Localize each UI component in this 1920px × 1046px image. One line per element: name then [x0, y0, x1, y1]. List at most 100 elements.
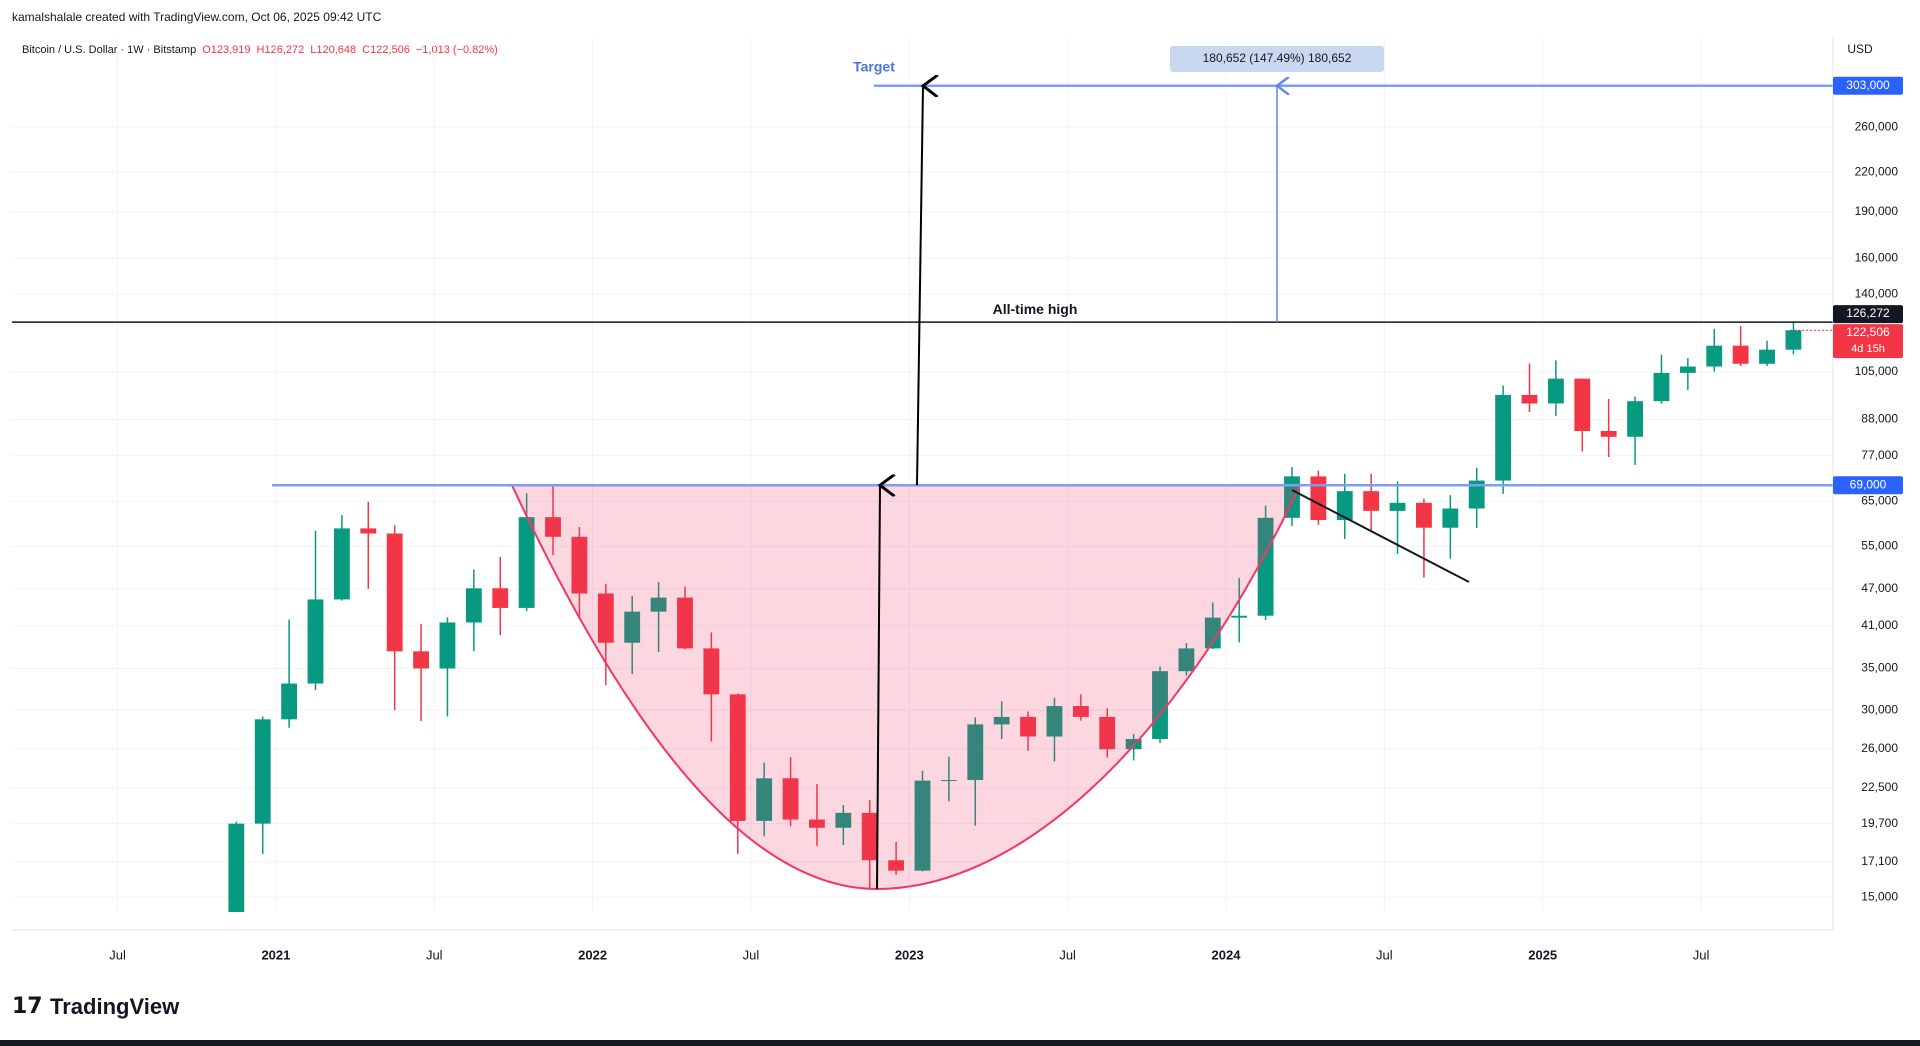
candle-body	[1495, 394, 1512, 481]
candle-body	[940, 780, 957, 782]
candle-body	[1521, 394, 1538, 404]
bottom-bar	[0, 1040, 1920, 1046]
ohlc-value: C122,506	[362, 44, 410, 56]
candle-body	[1072, 706, 1089, 717]
ath-tag	[1833, 305, 1903, 324]
candle-body	[1547, 378, 1564, 404]
y-tick-label: 77,000	[1861, 448, 1898, 462]
candle-body	[518, 517, 535, 608]
y-tick-label: 260,000	[1855, 119, 1899, 133]
last-price-tag	[1833, 324, 1903, 359]
candle-body	[333, 528, 350, 600]
candle-body	[386, 533, 403, 652]
y-tick-label: 22,500	[1861, 780, 1898, 794]
candle-body	[360, 528, 377, 534]
y-tick-label: 17,100	[1861, 854, 1898, 868]
candle-body	[1574, 378, 1591, 431]
target-label: Target	[853, 58, 895, 74]
arrow	[876, 485, 880, 890]
y-tick-label: 15,000	[1861, 889, 1898, 903]
candle-body	[624, 611, 641, 643]
candle-body	[861, 812, 878, 861]
candle-body	[1416, 502, 1432, 528]
candle-body	[228, 823, 245, 912]
breakout-tag	[1833, 476, 1903, 495]
candle-body	[1627, 401, 1643, 437]
candle-body	[1785, 330, 1802, 350]
target-tag	[1833, 76, 1903, 95]
candle-body	[835, 812, 852, 828]
candle-body	[1099, 716, 1116, 750]
brand-logo-mark: 𝟭𝟳	[12, 993, 43, 1018]
attribution: kamalshalale created with TradingView.co…	[12, 10, 382, 24]
y-tick-label: 88,000	[1861, 412, 1898, 426]
x-tick-label: 2025	[1528, 947, 1557, 962]
ath-tag-label: 126,272	[1846, 306, 1890, 320]
y-tick-label: 30,000	[1861, 702, 1898, 716]
x-tick-label: Jul	[743, 947, 760, 962]
brand: TradingView	[50, 994, 180, 1019]
candle-body	[1125, 739, 1142, 750]
candle-body	[1442, 508, 1459, 528]
y-tick-label: 65,000	[1861, 494, 1898, 508]
candle-body	[703, 648, 720, 695]
candles	[228, 322, 1802, 912]
candle-body	[914, 780, 931, 871]
y-tick-label: 220,000	[1855, 164, 1899, 178]
candle-body	[413, 651, 429, 669]
y-tick-label: 47,000	[1861, 581, 1898, 595]
candle-body	[729, 694, 746, 821]
candle-body	[1020, 716, 1036, 737]
x-tick-label: Jul	[1376, 947, 1393, 962]
symbol-legend: Bitcoin / U.S. Dollar · 1W · Bitstamp O12…	[22, 44, 498, 56]
candle-body	[439, 622, 456, 669]
measure-label: 180,652 (147.49%) 180,652	[1203, 51, 1352, 65]
arrow	[916, 86, 923, 486]
ohlc-value: O123,919	[202, 44, 250, 56]
axes: 15,000 17,100 19,700 22,500 26,000 30,000 35,0…	[12, 37, 1903, 962]
x-tick-label: Jul	[109, 947, 126, 962]
last-price-label: 122,506	[1846, 325, 1890, 339]
candle-body	[281, 683, 298, 720]
symbol: Bitcoin / U.S. Dollar · 1W · Bitstamp	[22, 44, 196, 56]
candle-body	[1231, 615, 1248, 618]
candle-body	[1468, 480, 1485, 509]
y-tick-label: 160,000	[1855, 250, 1899, 264]
y-tick-label: 190,000	[1855, 204, 1899, 218]
y-tick-label: 35,000	[1861, 661, 1898, 675]
candle-body	[809, 819, 825, 828]
candle-body	[1732, 345, 1749, 364]
candle-body	[1046, 706, 1063, 737]
candle-body	[1178, 648, 1195, 672]
x-tick-label: Jul	[426, 947, 443, 962]
y-tick-label: 19,700	[1861, 816, 1898, 830]
candle-body	[1152, 671, 1168, 740]
x-tick-label: 2023	[895, 947, 924, 962]
candle-body	[677, 597, 693, 649]
candle-body	[756, 778, 773, 821]
candle-body	[1389, 502, 1406, 511]
candle-body	[993, 716, 1010, 725]
candle-body	[571, 536, 588, 594]
candle-body	[888, 860, 905, 871]
drawings: All-time high Target 180,652 (147.49%) 180…	[12, 46, 1833, 891]
candle-body	[1257, 517, 1274, 616]
trend-line	[1291, 489, 1470, 583]
ath-label: All-time high	[993, 301, 1078, 317]
x-tick-label: 2021	[261, 947, 290, 962]
candle-body	[597, 593, 614, 643]
x-tick-label: 2022	[578, 947, 607, 962]
candle-body	[1284, 476, 1300, 518]
measure-box	[1170, 46, 1384, 72]
ohlc-value: H126,272	[257, 44, 305, 56]
y-tick-label: 26,000	[1861, 741, 1898, 755]
ohlc-value: L120,648	[310, 44, 356, 56]
x-tick-label: 2024	[1212, 947, 1242, 962]
ohlc-value: −1,013 (−0.82%)	[416, 44, 498, 56]
candle-body	[1759, 349, 1775, 364]
x-tick-label: Jul	[1059, 947, 1076, 962]
breakout-tag-label: 69,000	[1850, 477, 1887, 491]
countdown: 4d 15h	[1851, 343, 1885, 355]
